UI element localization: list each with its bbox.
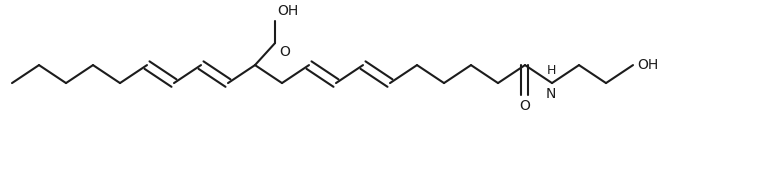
Text: O: O xyxy=(519,99,530,113)
Text: OH: OH xyxy=(637,58,658,72)
Text: H: H xyxy=(547,64,556,77)
Text: N: N xyxy=(546,87,556,101)
Text: O: O xyxy=(279,45,290,59)
Text: OH: OH xyxy=(277,4,298,18)
